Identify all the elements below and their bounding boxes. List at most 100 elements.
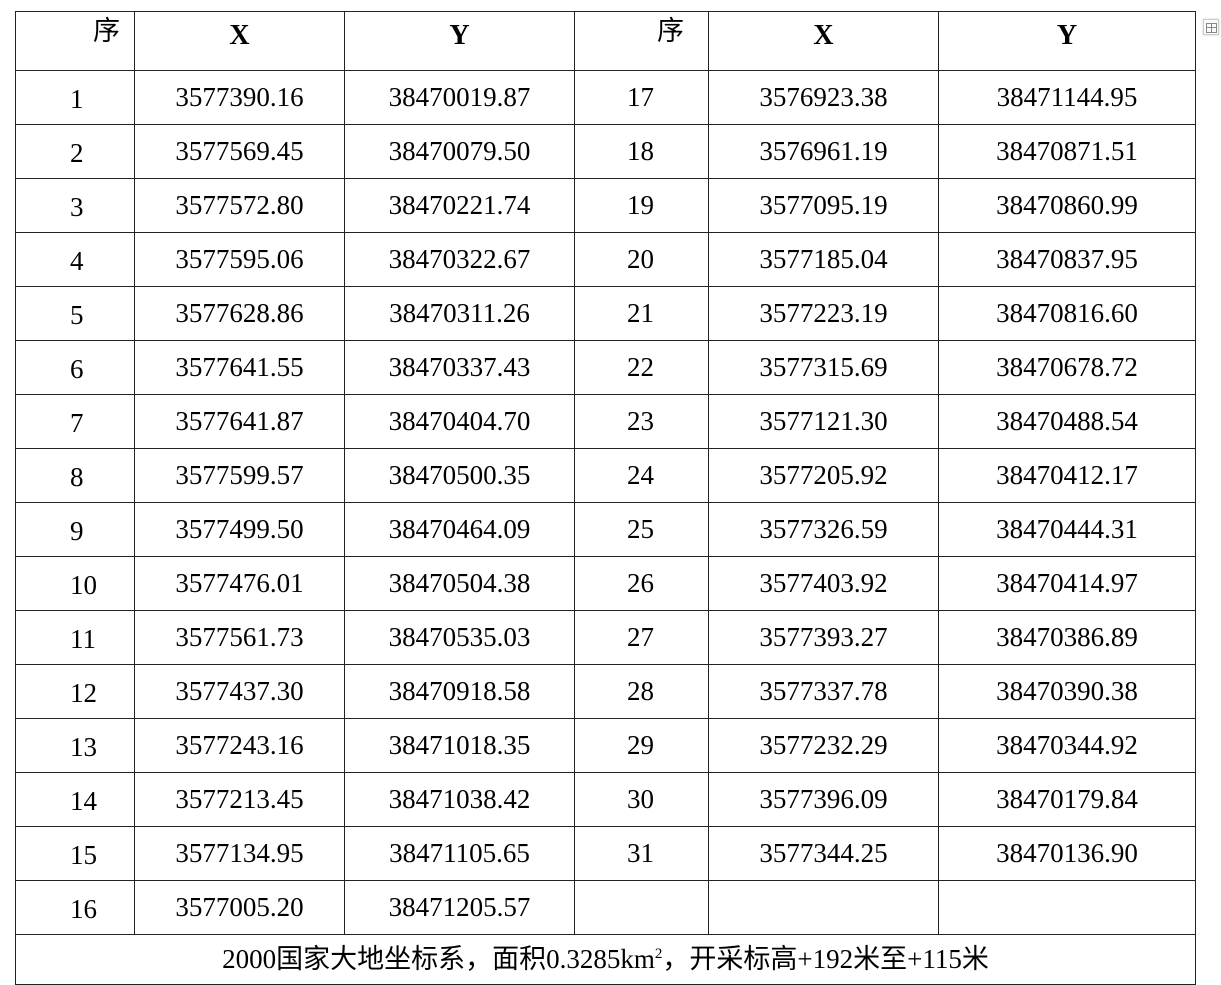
x-coordinate-right: 3577223.19 xyxy=(708,286,939,341)
coordinate-table: 序 X Y 序 X Y 1 3577390.16 38470019.87 17 3576… xyxy=(15,11,1196,985)
y-coordinate-left: 38470404.70 xyxy=(344,394,575,449)
y-coordinate-right: 38470678.72 xyxy=(938,340,1196,395)
x-coordinate-left: 3577561.73 xyxy=(134,610,345,665)
y-coordinate-left: 38470464.09 xyxy=(344,502,575,557)
point-number-left: 13 xyxy=(15,718,135,773)
x-coordinate-right: 3577205.92 xyxy=(708,448,939,503)
table-row: 13 3577243.16 38471018.35 29 3577232.29 38470… xyxy=(15,718,1196,773)
point-number-right: 29 xyxy=(574,718,709,773)
point-number-left: 2 xyxy=(15,124,135,179)
point-number-left: 10 xyxy=(15,556,135,611)
y-coordinate-right: 38470816.60 xyxy=(938,286,1196,341)
footer-text: 2000国家大地坐标系，面积0.3285km xyxy=(222,944,655,974)
y-coordinate-right: 38470136.90 xyxy=(938,826,1196,881)
table-row: 8 3577599.57 38470500.35 24 3577205.92 384704… xyxy=(15,448,1196,503)
point-number-right: 26 xyxy=(574,556,709,611)
y-coordinate-left: 38471038.42 xyxy=(344,772,575,827)
footer-note: 2000国家大地坐标系，面积0.3285km2，开采标高+192米至+115米 xyxy=(15,934,1196,985)
point-number-left: 12 xyxy=(15,664,135,719)
y-coordinate-left: 38470504.38 xyxy=(344,556,575,611)
x-coordinate-right xyxy=(708,880,939,935)
table-row: 15 3577134.95 38471105.65 31 3577344.25 38470… xyxy=(15,826,1196,881)
x-coordinate-right: 3577315.69 xyxy=(708,340,939,395)
point-number-left: 15 xyxy=(15,826,135,881)
point-number-right: 25 xyxy=(574,502,709,557)
y-coordinate-left: 38470221.74 xyxy=(344,178,575,233)
y-coordinate-left: 38470311.26 xyxy=(344,286,575,341)
point-number-left: 3 xyxy=(15,178,135,233)
footer-superscript: 2 xyxy=(654,946,663,962)
x-coordinate-left: 3577005.20 xyxy=(134,880,345,935)
point-number-left: 8 xyxy=(15,448,135,503)
point-number-right: 19 xyxy=(574,178,709,233)
y-coordinate-right: 38470837.95 xyxy=(938,232,1196,287)
footer-row: 2000国家大地坐标系，面积0.3285km2，开采标高+192米至+115米 xyxy=(15,934,1196,985)
point-number-left: 6 xyxy=(15,340,135,395)
x-coordinate-left: 3577437.30 xyxy=(134,664,345,719)
y-coordinate-right: 38471144.95 xyxy=(938,70,1196,125)
point-number-right xyxy=(574,880,709,935)
point-number-left: 9 xyxy=(15,502,135,557)
x-coordinate-right: 3576961.19 xyxy=(708,124,939,179)
x-coordinate-right: 3577393.27 xyxy=(708,610,939,665)
y-coordinate-right xyxy=(938,880,1196,935)
header-seq-left: 序 xyxy=(15,11,135,71)
x-coordinate-left: 3577390.16 xyxy=(134,70,345,125)
x-coordinate-left: 3577499.50 xyxy=(134,502,345,557)
point-number-left: 4 xyxy=(15,232,135,287)
y-coordinate-left: 38470535.03 xyxy=(344,610,575,665)
y-coordinate-right: 38470344.92 xyxy=(938,718,1196,773)
table-row: 6 3577641.55 38470337.43 22 3577315.69 384706… xyxy=(15,340,1196,395)
x-coordinate-right: 3577121.30 xyxy=(708,394,939,449)
x-coordinate-right: 3577326.59 xyxy=(708,502,939,557)
x-coordinate-left: 3577476.01 xyxy=(134,556,345,611)
table-row: 9 3577499.50 38470464.09 25 3577326.59 384704… xyxy=(15,502,1196,557)
x-coordinate-left: 3577243.16 xyxy=(134,718,345,773)
footer-text-after: ，开采标高+192米至+115米 xyxy=(662,944,989,974)
header-y-right: Y xyxy=(938,11,1196,71)
y-coordinate-left: 38471018.35 xyxy=(344,718,575,773)
point-number-right: 27 xyxy=(574,610,709,665)
point-number-right: 24 xyxy=(574,448,709,503)
y-coordinate-right: 38470488.54 xyxy=(938,394,1196,449)
point-number-left: 14 xyxy=(15,772,135,827)
x-coordinate-right: 3577232.29 xyxy=(708,718,939,773)
x-coordinate-left: 3577641.87 xyxy=(134,394,345,449)
point-number-left: 1 xyxy=(15,70,135,125)
y-coordinate-left: 38470500.35 xyxy=(344,448,575,503)
y-coordinate-right: 38470444.31 xyxy=(938,502,1196,557)
y-coordinate-left: 38470918.58 xyxy=(344,664,575,719)
y-coordinate-left: 38471105.65 xyxy=(344,826,575,881)
x-coordinate-left: 3577599.57 xyxy=(134,448,345,503)
y-coordinate-right: 38470412.17 xyxy=(938,448,1196,503)
table-header-row: 序 X Y 序 X Y xyxy=(15,11,1196,71)
table-row: 1 3577390.16 38470019.87 17 3576923.38 384711… xyxy=(15,70,1196,125)
x-coordinate-right: 3577396.09 xyxy=(708,772,939,827)
x-coordinate-left: 3577213.45 xyxy=(134,772,345,827)
x-coordinate-left: 3577628.86 xyxy=(134,286,345,341)
point-number-right: 31 xyxy=(574,826,709,881)
y-coordinate-left: 38470079.50 xyxy=(344,124,575,179)
y-coordinate-right: 38470390.38 xyxy=(938,664,1196,719)
y-coordinate-right: 38470871.51 xyxy=(938,124,1196,179)
point-number-left: 5 xyxy=(15,286,135,341)
point-number-left: 16 xyxy=(15,880,135,935)
header-x-right: X xyxy=(708,11,939,71)
x-coordinate-left: 3577641.55 xyxy=(134,340,345,395)
x-coordinate-right: 3577185.04 xyxy=(708,232,939,287)
point-number-left: 7 xyxy=(15,394,135,449)
y-coordinate-right: 38470860.99 xyxy=(938,178,1196,233)
table-row: 14 3577213.45 38471038.42 30 3577396.09 38470… xyxy=(15,772,1196,827)
table-row: 11 3577561.73 38470535.03 27 3577393.27 38470… xyxy=(15,610,1196,665)
table-row: 2 3577569.45 38470079.50 18 3576961.19 384708… xyxy=(15,124,1196,179)
table-row: 12 3577437.30 38470918.58 28 3577337.78 38470… xyxy=(15,664,1196,719)
table-move-handle-icon[interactable] xyxy=(1203,19,1219,35)
point-number-right: 17 xyxy=(574,70,709,125)
x-coordinate-left: 3577134.95 xyxy=(134,826,345,881)
point-number-right: 23 xyxy=(574,394,709,449)
point-number-right: 30 xyxy=(574,772,709,827)
point-number-right: 28 xyxy=(574,664,709,719)
header-x-left: X xyxy=(134,11,345,71)
x-coordinate-left: 3577572.80 xyxy=(134,178,345,233)
point-number-right: 18 xyxy=(574,124,709,179)
